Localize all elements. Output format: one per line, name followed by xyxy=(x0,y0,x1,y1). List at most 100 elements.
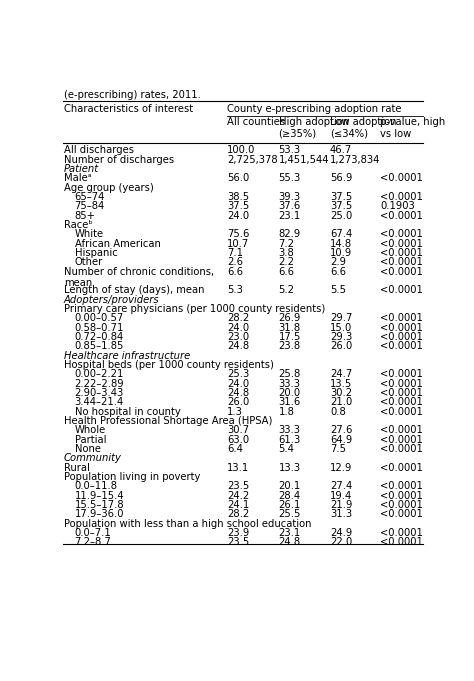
Text: 2,725,378: 2,725,378 xyxy=(227,155,278,165)
Text: (e-prescribing) rates, 2011.: (e-prescribing) rates, 2011. xyxy=(64,90,201,100)
Text: 25.8: 25.8 xyxy=(279,369,301,379)
Text: 6.6: 6.6 xyxy=(227,266,243,276)
Text: 1.3: 1.3 xyxy=(227,407,243,417)
Text: 24.2: 24.2 xyxy=(227,490,249,501)
Text: 19.4: 19.4 xyxy=(330,490,352,501)
Text: 21.9: 21.9 xyxy=(330,500,352,510)
Text: <0.0001: <0.0001 xyxy=(380,248,423,258)
Text: Population with less than a high school education: Population with less than a high school … xyxy=(64,518,311,528)
Text: 67.4: 67.4 xyxy=(330,229,352,239)
Text: Partial: Partial xyxy=(75,434,106,445)
Text: 10.7: 10.7 xyxy=(227,238,249,249)
Text: 24.0: 24.0 xyxy=(227,323,249,332)
Text: 27.6: 27.6 xyxy=(330,425,352,435)
Text: 0.1903: 0.1903 xyxy=(380,201,415,211)
Text: 5.4: 5.4 xyxy=(279,444,294,454)
Text: Hispanic: Hispanic xyxy=(75,248,118,258)
Text: 31.3: 31.3 xyxy=(330,509,352,519)
Text: 6.6: 6.6 xyxy=(279,266,294,276)
Text: 13.3: 13.3 xyxy=(279,462,301,473)
Text: <0.0001: <0.0001 xyxy=(380,192,423,202)
Text: 5.5: 5.5 xyxy=(330,285,346,295)
Text: 24.8: 24.8 xyxy=(227,388,249,398)
Text: 31.8: 31.8 xyxy=(279,323,301,332)
Text: 56.0: 56.0 xyxy=(227,173,249,183)
Text: <0.0001: <0.0001 xyxy=(380,266,423,276)
Text: Health Professional Shortage Area (HPSA): Health Professional Shortage Area (HPSA) xyxy=(64,416,272,426)
Text: 0.0–11.8: 0.0–11.8 xyxy=(75,481,118,491)
Text: Maleᵃ: Maleᵃ xyxy=(64,173,91,183)
Text: 0.00–2.21: 0.00–2.21 xyxy=(75,369,124,379)
Text: <0.0001: <0.0001 xyxy=(380,173,423,183)
Text: <0.0001: <0.0001 xyxy=(380,313,423,323)
Text: 63.0: 63.0 xyxy=(227,434,249,445)
Text: 2.22–2.89: 2.22–2.89 xyxy=(75,379,124,389)
Text: 0.00–0.57: 0.00–0.57 xyxy=(75,313,124,323)
Text: 0.8: 0.8 xyxy=(330,407,346,417)
Text: 7.2–8.7: 7.2–8.7 xyxy=(75,537,111,548)
Text: 12.9: 12.9 xyxy=(330,462,352,473)
Text: <0.0001: <0.0001 xyxy=(380,425,423,435)
Text: 24.1: 24.1 xyxy=(227,500,249,510)
Text: 27.4: 27.4 xyxy=(330,481,352,491)
Text: 75.6: 75.6 xyxy=(227,229,249,239)
Text: <0.0001: <0.0001 xyxy=(380,388,423,398)
Text: 7.2: 7.2 xyxy=(279,238,294,249)
Text: 28.2: 28.2 xyxy=(227,509,249,519)
Text: 5.3: 5.3 xyxy=(227,285,243,295)
Text: 23.1: 23.1 xyxy=(279,528,301,538)
Text: 65–74: 65–74 xyxy=(75,192,105,202)
Text: <0.0001: <0.0001 xyxy=(380,537,423,548)
Text: 26.0: 26.0 xyxy=(330,341,352,351)
Text: 13.1: 13.1 xyxy=(227,462,249,473)
Text: 17.9–36.0: 17.9–36.0 xyxy=(75,509,124,519)
Text: 0.58–0.71: 0.58–0.71 xyxy=(75,323,124,332)
Text: 23.1: 23.1 xyxy=(279,210,301,221)
Text: Number of chronic conditions,
mean: Number of chronic conditions, mean xyxy=(64,266,214,288)
Text: 26.9: 26.9 xyxy=(279,313,301,323)
Text: <0.0001: <0.0001 xyxy=(380,444,423,454)
Text: <0.0001: <0.0001 xyxy=(380,369,423,379)
Text: Whole: Whole xyxy=(75,425,106,435)
Text: 23.5: 23.5 xyxy=(227,481,249,491)
Text: 10.9: 10.9 xyxy=(330,248,352,258)
Text: 30.7: 30.7 xyxy=(227,425,249,435)
Text: 22.0: 22.0 xyxy=(330,537,352,548)
Text: Length of stay (days), mean: Length of stay (days), mean xyxy=(64,285,204,295)
Text: 100.0: 100.0 xyxy=(227,145,255,155)
Text: <0.0001: <0.0001 xyxy=(380,528,423,538)
Text: Primary care physicians (per 1000 county residents): Primary care physicians (per 1000 county… xyxy=(64,304,325,314)
Text: Hospital beds (per 1000 county residents): Hospital beds (per 1000 county residents… xyxy=(64,360,273,370)
Text: <0.0001: <0.0001 xyxy=(380,379,423,389)
Text: 26.0: 26.0 xyxy=(227,397,249,407)
Text: 82.9: 82.9 xyxy=(279,229,301,239)
Text: 29.3: 29.3 xyxy=(330,332,352,342)
Text: 15.5–17.8: 15.5–17.8 xyxy=(75,500,124,510)
Text: Healthcare infrastructure: Healthcare infrastructure xyxy=(64,351,190,360)
Text: 55.3: 55.3 xyxy=(279,173,301,183)
Text: 30.2: 30.2 xyxy=(330,388,352,398)
Text: 53.3: 53.3 xyxy=(279,145,301,155)
Text: White: White xyxy=(75,229,104,239)
Text: <0.0001: <0.0001 xyxy=(380,238,423,249)
Text: p-value, high
vs low: p-value, high vs low xyxy=(380,117,446,139)
Text: 0.85–1.85: 0.85–1.85 xyxy=(75,341,124,351)
Text: 0.0–7.1: 0.0–7.1 xyxy=(75,528,111,538)
Text: 21.0: 21.0 xyxy=(330,397,352,407)
Text: Age group (years): Age group (years) xyxy=(64,183,154,193)
Text: 28.4: 28.4 xyxy=(279,490,301,501)
Text: <0.0001: <0.0001 xyxy=(380,257,423,267)
Text: 20.1: 20.1 xyxy=(279,481,301,491)
Text: 23.0: 23.0 xyxy=(227,332,249,342)
Text: 3.44–21.4: 3.44–21.4 xyxy=(75,397,124,407)
Text: 38.5: 38.5 xyxy=(227,192,249,202)
Text: Adopters/providers: Adopters/providers xyxy=(64,294,159,304)
Text: <0.0001: <0.0001 xyxy=(380,332,423,342)
Text: 15.0: 15.0 xyxy=(330,323,352,332)
Text: 25.0: 25.0 xyxy=(330,210,352,221)
Text: <0.0001: <0.0001 xyxy=(380,323,423,332)
Text: 2.2: 2.2 xyxy=(279,257,294,267)
Text: <0.0001: <0.0001 xyxy=(380,462,423,473)
Text: 24.7: 24.7 xyxy=(330,369,352,379)
Text: 1.8: 1.8 xyxy=(279,407,294,417)
